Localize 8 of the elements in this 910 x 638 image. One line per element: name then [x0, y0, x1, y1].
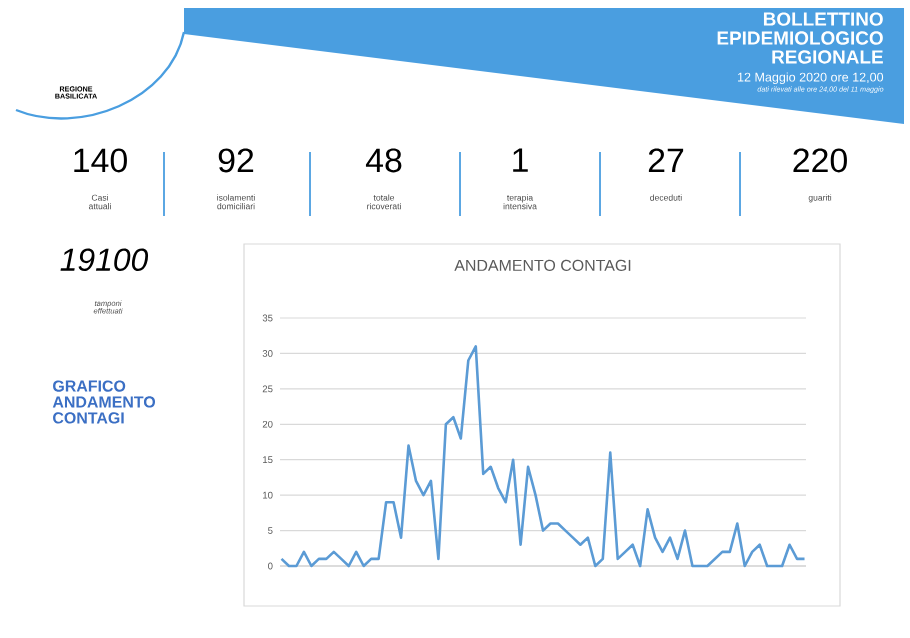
- text: BOLLETTINO EPIDEMIOLOGICO REGIONALE: [717, 12, 883, 64]
- text: 220: [793, 148, 847, 173]
- text: 19100: [60, 248, 149, 271]
- text: 92: [218, 148, 254, 173]
- text: 140: [74, 148, 127, 173]
- text: 48: [365, 148, 402, 173]
- text: 1: [513, 148, 528, 172]
- text: 27: [648, 148, 684, 173]
